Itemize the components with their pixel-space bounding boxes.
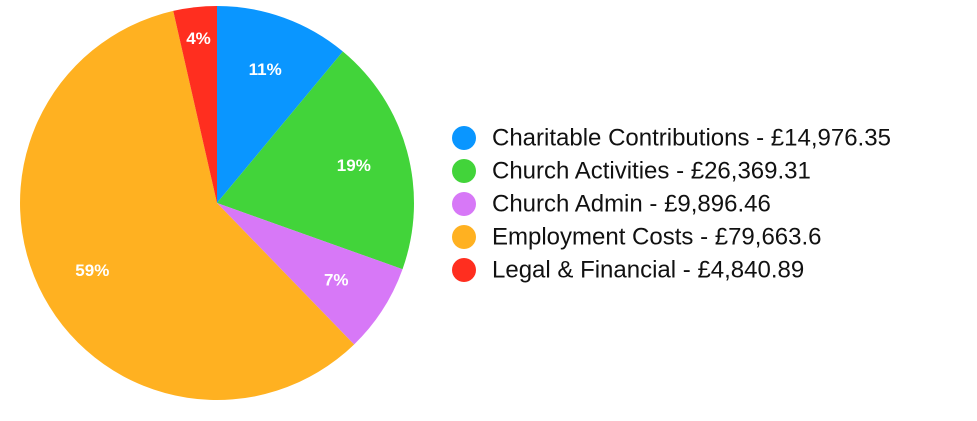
legend-swatch-1 (452, 159, 476, 183)
pie-slices (20, 5, 414, 400)
legend-label-4: Legal & Financial - £4,840.89 (492, 257, 804, 284)
pie-percent-labels: 11% 19% 7% 59% 4% (75, 29, 371, 289)
legend-swatch-2 (452, 192, 476, 216)
legend-label-0: Charitable Contributions - £14,976.35 (492, 125, 891, 152)
pie-percent-label-4: 4% (186, 29, 211, 48)
pie-slice-4 (173, 5, 217, 203)
legend-swatch-3 (452, 225, 476, 249)
legend-label-1: Church Activities - £26,369.31 (492, 158, 811, 185)
pie-percent-label-2: 7% (324, 270, 349, 289)
pie-percent-label-0: 11% (249, 60, 282, 79)
pie-slice-2 (217, 203, 403, 345)
legend: Charitable Contributions - £14,976.35 Chu… (452, 125, 891, 284)
legend-swatch-4 (452, 258, 476, 282)
pie-percent-label-1: 19% (337, 156, 371, 175)
legend-label-2: Church Admin - £9,896.46 (492, 191, 771, 218)
legend-swatch-0 (452, 126, 476, 150)
pie-slice-3 (20, 10, 355, 400)
pie-slice-1 (217, 51, 414, 270)
pie-slice-0 (217, 6, 343, 203)
pie-percent-label-3: 59% (75, 261, 109, 280)
legend-label-3: Employment Costs - £79,663.6 (492, 224, 822, 251)
